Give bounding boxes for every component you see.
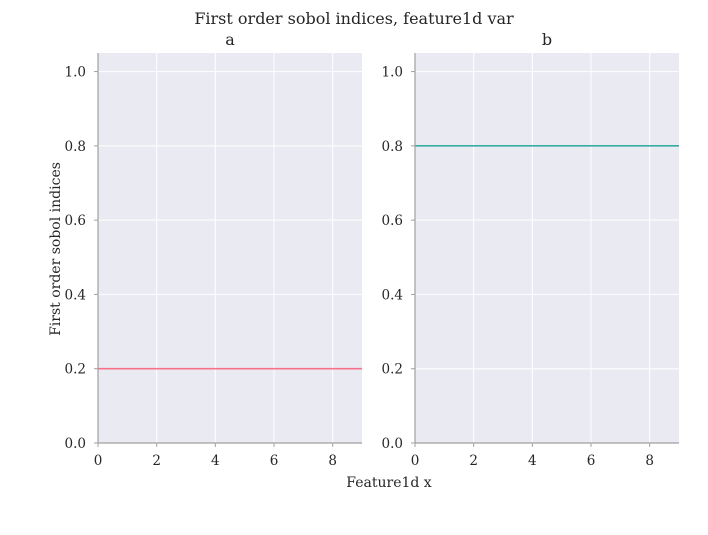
x-axis-label: Feature1d x	[346, 475, 432, 491]
y-tick-label-2-4: 0.8	[382, 139, 403, 155]
x-tick-label-2-1: 2	[469, 453, 478, 469]
x-tick-label-1-2: 4	[211, 453, 220, 469]
x-tick-label-2-2: 4	[528, 453, 537, 469]
x-tick-label-2-0: 0	[411, 453, 420, 469]
figure-suptitle: First order sobol indices, feature1d var	[194, 9, 514, 28]
y-tick-label-1-4: 0.8	[65, 139, 86, 155]
x-tick-label-1-1: 2	[152, 453, 161, 469]
y-tick-label-1-1: 0.2	[65, 362, 86, 378]
subplot-title-2: b	[542, 30, 552, 49]
plot-area-2	[415, 53, 679, 443]
x-tick-label-1-3: 6	[270, 453, 279, 469]
y-tick-label-2-1: 0.2	[382, 362, 403, 378]
y-tick-label-2-2: 0.4	[382, 287, 403, 303]
subplots: 0 2 4 6 8 0.0 0.2 0.4 0.6 0.8 1.0 a 0 2 4 6 8 0.0 0.2 0.4 0.…	[65, 30, 679, 469]
y-tick-label-1-5: 1.0	[65, 65, 86, 81]
y-tick-label-1-2: 0.4	[65, 287, 86, 303]
y-axis-label: First order sobol indices	[48, 162, 64, 336]
subplot-2: 0 2 4 6 8 0.0 0.2 0.4 0.6 0.8 1.0 b	[382, 30, 679, 469]
x-tick-label-1-0: 0	[94, 453, 103, 469]
plot-area-1	[98, 53, 362, 443]
subplot-title-1: a	[225, 30, 235, 49]
y-tick-label-2-3: 0.6	[382, 213, 403, 229]
y-tick-label-1-3: 0.6	[65, 213, 86, 229]
y-tick-label-1-0: 0.0	[65, 436, 86, 452]
subplot-1: 0 2 4 6 8 0.0 0.2 0.4 0.6 0.8 1.0 a	[65, 30, 362, 469]
y-tick-label-2-0: 0.0	[382, 436, 403, 452]
x-tick-label-2-4: 8	[645, 453, 654, 469]
x-tick-label-2-3: 6	[587, 453, 596, 469]
y-tick-label-2-5: 1.0	[382, 65, 403, 81]
x-tick-label-1-4: 8	[328, 453, 337, 469]
